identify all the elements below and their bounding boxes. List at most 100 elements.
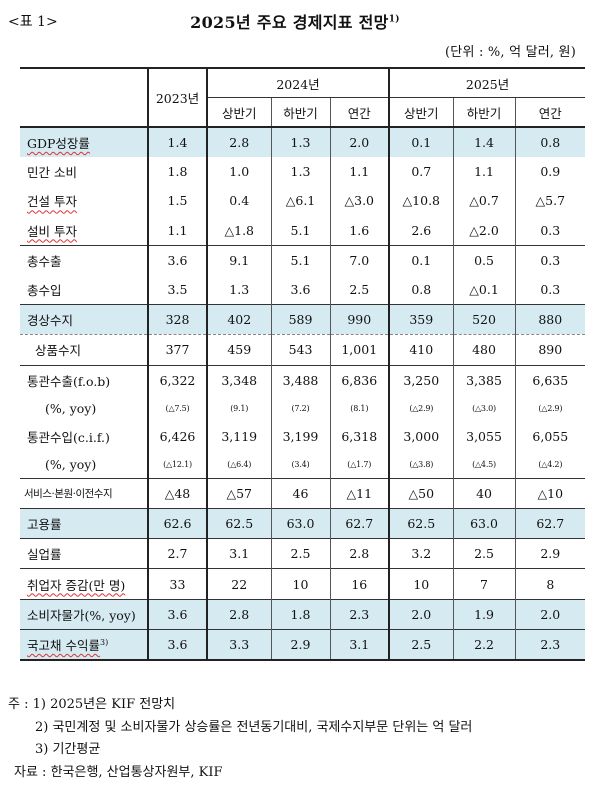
row-label-text: 소비자물가(%, yoy) <box>27 607 136 623</box>
cell-2023: 33 <box>147 568 207 600</box>
table-tag: <표 1> <box>8 14 58 30</box>
cell-2025-h1: 410 <box>388 334 454 365</box>
cell-2024-h1: 2.8 <box>206 598 271 630</box>
cell-2023: △48 <box>147 477 207 509</box>
row-label: 취업자 증감(만 명) <box>20 568 148 600</box>
economic-indicators-table: 2023년 2024년 2025년 상반기 하반기 연간 상반기 하반기 연간 … <box>20 67 586 661</box>
cell-2024-year: (△1.7) <box>329 450 390 479</box>
footnotes: 주 : 1) 2025년은 KIF 전망치 2) 국민계정 및 소비자물가 상승… <box>8 694 472 784</box>
cell-2024-h2: 5.1 <box>270 244 330 275</box>
cell-2025-h2: 7 <box>452 568 516 600</box>
cell-2024-h2: 10 <box>270 568 330 600</box>
row-label: 서비스·본원·이전수지 <box>20 477 148 509</box>
cell-2025-year: 0.9 <box>514 157 586 187</box>
table-row: 통관수입(c.i.f.) 6,426 3,119 3,199 6,318 3,000 3,0… <box>20 421 586 451</box>
table-row: 통관수출(f.o.b) 6,322 3,348 3,488 6,836 3,250 3,38… <box>20 364 586 395</box>
row-label: 상품수지 <box>20 334 148 365</box>
header-corner <box>20 67 148 127</box>
header-2024: 2024년 <box>205 67 390 98</box>
table-row: 실업률 2.7 3.1 2.5 2.8 3.2 2.5 2.9 <box>20 538 586 569</box>
cell-2024-year: 7.0 <box>329 244 390 275</box>
row-label: 총수출 <box>20 244 148 275</box>
cell-2024-year: (8.1) <box>329 394 390 422</box>
cell-2025-h1: △10.8 <box>388 186 454 216</box>
header-2025: 2025년 <box>388 67 586 98</box>
row-label: 국고채 수익률3) <box>20 628 148 661</box>
cell-2025-h1: 3,250 <box>388 364 454 395</box>
row-label-text: 상품수지 <box>35 343 82 359</box>
cell-2024-h2: 2.5 <box>270 538 330 569</box>
cell-2024-year: 6,318 <box>329 421 390 451</box>
cell-2025-h2: 3,055 <box>452 421 516 451</box>
row-label-text: GDP성장률 <box>27 136 90 152</box>
cell-2024-h1: 22 <box>206 568 271 600</box>
cell-2023: 328 <box>147 304 207 335</box>
source-note: 자료 : 한국은행, 산업통상자원부, KIF <box>14 764 223 780</box>
page-title: 2025년 주요 경제지표 전망1) <box>0 9 590 33</box>
footnote-prefix: 주 : <box>8 697 29 712</box>
cell-2024-h2: 589 <box>270 304 330 335</box>
cell-2025-year: 880 <box>514 304 586 335</box>
cell-2024-year: △3.0 <box>329 186 390 216</box>
cell-2025-h1: (△3.8) <box>388 450 454 479</box>
cell-2025-h2: (△4.5) <box>452 450 516 479</box>
cell-2024-year: 2.3 <box>329 598 390 630</box>
row-label-footnote: 3) <box>99 637 109 647</box>
cell-2024-year: 2.8 <box>329 538 390 569</box>
cell-2024-h1: △1.8 <box>206 215 271 246</box>
row-label: (%, yoy) <box>20 395 148 422</box>
cell-2024-h2: 2.9 <box>270 628 330 661</box>
table-row: 총수출 3.6 9.1 5.1 7.0 0.1 0.5 0.3 <box>20 244 586 275</box>
cell-2023: 3.6 <box>147 628 207 661</box>
table-row: 소비자물가(%, yoy) 3.6 2.8 1.8 2.3 2.0 1.9 2.0 <box>20 598 586 630</box>
cell-2024-year: 62.7 <box>329 508 390 539</box>
row-label: 총수입 <box>20 275 148 305</box>
footnote-2: 2) 국민계정 및 소비자물가 상승률은 전년동기대비, 국제수지부문 단위는 … <box>35 719 473 735</box>
cell-2025-year: 6,055 <box>514 421 586 451</box>
row-label-text: 국고채 수익률 <box>27 637 100 653</box>
cell-2025-year: 0.3 <box>514 274 586 305</box>
cell-2024-h2: 543 <box>270 334 330 365</box>
row-label-text: 취업자 증감(만 명) <box>27 577 126 593</box>
table-row: 민간 소비 1.8 1.0 1.3 1.1 0.7 1.1 0.9 <box>20 157 586 187</box>
cell-2025-h2: 0.5 <box>452 244 516 275</box>
header-2025-h2: 하반기 <box>452 97 516 127</box>
cell-2024-year: 2.0 <box>329 125 390 158</box>
header-row-years: 2023년 2024년 2025년 <box>20 67 586 127</box>
header-2024-year: 연간 <box>329 97 390 127</box>
row-label-text: 실업률 <box>27 547 62 563</box>
cell-2025-h1: 3,000 <box>388 421 454 451</box>
row-label: 경상수지 <box>20 304 148 335</box>
cell-2024-h1: 3,119 <box>206 421 271 451</box>
cell-2024-year: 6,836 <box>329 364 390 395</box>
cell-2024-h2: △6.1 <box>270 186 330 216</box>
cell-2025-h2: 1.9 <box>452 598 516 630</box>
cell-2025-h1: 0.7 <box>388 157 454 187</box>
table-row: 상품수지 377 459 543 1,001 410 480 890 <box>20 334 586 365</box>
cell-2025-year: 890 <box>514 334 586 365</box>
cell-2023: 2.7 <box>147 538 207 569</box>
cell-2024-h1: 2.8 <box>206 125 271 158</box>
cell-2025-h1: 62.5 <box>388 508 454 539</box>
unit-label: (단위 : %, 억 달러, 원) <box>445 45 576 60</box>
header-row-periods: 상반기 하반기 연간 상반기 하반기 연간 <box>20 97 586 127</box>
cell-2025-h2: △0.1 <box>452 274 516 305</box>
row-label-text: 통관수출(f.o.b) <box>27 373 111 389</box>
cell-2023: 3.6 <box>147 598 207 630</box>
cell-2025-year: △5.7 <box>514 186 586 216</box>
row-label-text: 총수입 <box>27 283 62 299</box>
cell-2024-h2: 46 <box>270 477 330 509</box>
cell-2024-year: 1,001 <box>329 334 390 365</box>
cell-2023: 1.8 <box>147 157 207 187</box>
cell-2025-year: 0.3 <box>514 244 586 275</box>
cell-2025-year: 0.3 <box>514 215 586 246</box>
cell-2024-h1: 1.0 <box>206 157 271 187</box>
cell-2025-h2: 1.1 <box>452 157 516 187</box>
cell-2024-h2: 3,488 <box>270 364 330 395</box>
cell-2025-year: (△2.9) <box>514 394 586 422</box>
row-label-text: (%, yoy) <box>45 400 97 416</box>
cell-2024-year: 3.1 <box>329 628 390 661</box>
cell-2023: 3.5 <box>147 274 207 305</box>
title-footnote-mark: 1) <box>388 14 400 25</box>
cell-2025-h2: 2.2 <box>452 628 516 661</box>
